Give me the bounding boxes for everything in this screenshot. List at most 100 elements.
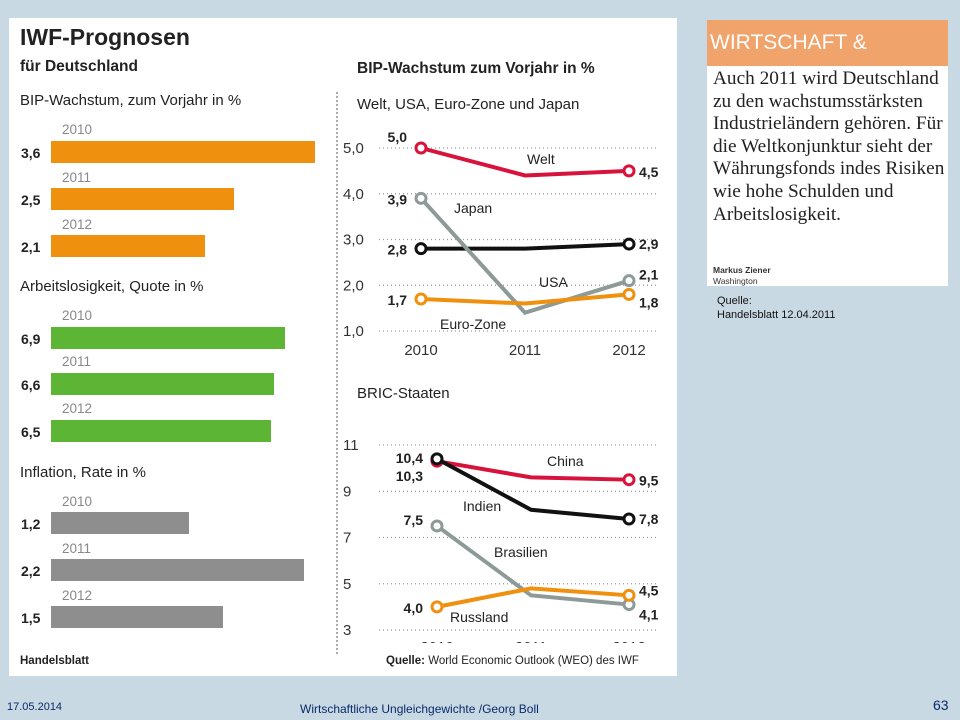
gdp-year-label: 2010 [62,122,93,137]
data-point [622,473,636,487]
series-line [436,586,630,609]
data-point [622,164,636,178]
panel-title: IWF-Prognosen [20,24,190,50]
series-line [419,196,630,315]
data-point [622,588,636,602]
series-line [421,242,630,251]
series-line [436,459,630,482]
slide-footer-title: Wirtschaftliche Ungleichgewichte /Georg … [300,702,539,716]
world-line-chart: 1,0 2,0 3,0 4,0 5,0 2010 2011 2012 5,0 4,5 Welt 2,8… [343,129,659,359]
x-tick-label: 2012 [612,342,645,359]
series-name-label: China [547,453,584,469]
data-label: 10,3 [396,468,423,484]
y-tick-label: 9 [343,483,351,500]
inflation-year-label: 2011 [62,541,92,556]
y-tick-label: 3 [343,622,351,639]
gdp-section-title: BIP-Wachstum, zum Vorjahr in % [20,92,242,109]
line-chart-main-title: BIP-Wachstum zum Vorjahr in % [357,60,595,77]
data-label: 2,1 [639,267,659,283]
bric-chart-title: BRIC-Staaten [357,385,450,402]
inflation-bar-2012 [51,606,224,628]
series-name-label: Brasilien [494,544,548,560]
data-point [430,600,444,614]
data-point [622,512,636,526]
y-tick-label: 4,0 [343,186,364,203]
x-tick-label: 2010 [420,639,453,643]
inflation-year-label: 2012 [62,588,93,603]
data-label: 4,1 [639,607,659,623]
data-point [430,452,444,466]
x-tick-label: 2010 [404,342,437,359]
data-label: 10,4 [396,450,423,466]
bric-line-chart: 3 5 7 9 11 2010 2011 2012 10,3 9,5 China 10,4 7,8 Ind… [343,437,659,643]
source-note-text: Handelsblatt 12.04.2011 [717,309,836,321]
data-point [414,242,428,256]
x-tick-label: 2012 [612,639,645,643]
divider [336,92,338,654]
x-tick-label: 2011 [509,342,541,359]
source-note-label: Quelle: [717,295,752,307]
series-name-label: Euro-Zone [440,316,506,332]
data-label: 4,0 [404,600,424,616]
rubric-label: WIRTSCHAFT & POLITIK [707,20,948,100]
data-label: 7,8 [639,511,659,527]
inflation-bar-2011 [51,559,304,581]
data-label: 4,5 [639,164,659,180]
series-name-label: Japan [454,200,492,216]
data-label: 7,5 [404,512,424,528]
gdp-value-label: 2,1 [21,239,41,255]
line-chart-subtitle: Welt, USA, Euro-Zone und Japan [357,96,580,113]
data-label: 3,9 [388,191,408,207]
unemployment-bar-2010 [51,327,285,349]
unemployment-year-label: 2011 [62,354,92,369]
series-line [436,457,630,521]
y-tick-label: 7 [343,530,351,547]
gdp-year-label: 2012 [62,217,93,232]
y-tick-label: 3,0 [343,232,364,249]
y-tick-label: 5,0 [343,140,364,157]
article-teaser: WIRTSCHAFT & POLITIK Auch 2011 wird Deut… [707,20,948,286]
data-label: 5,0 [388,129,408,145]
gdp-value-label: 3,6 [21,145,41,161]
data-point [622,287,636,301]
x-tick-label: 2011 [515,639,547,643]
data-point [414,141,428,155]
gdp-bar-2011 [51,188,235,210]
series-name-label: USA [539,274,568,290]
unemployment-year-label: 2012 [62,401,93,416]
y-tick-label: 1,0 [343,323,364,340]
inflation-value-label: 1,2 [21,516,41,532]
data-point [414,191,428,205]
series-line [435,524,630,607]
unemployment-section-title: Arbeitslosigkeit, Quote in % [20,278,204,295]
slide-date: 17.05.2014 [7,701,63,713]
gdp-year-label: 2011 [62,170,92,185]
data-label: 1,8 [639,294,659,310]
gdp-bar-2012 [51,235,205,257]
data-point [430,519,444,533]
inflation-bar-2010 [51,512,189,534]
y-tick-label: 5 [343,576,351,593]
series-name-label: Russland [450,609,508,625]
inflation-section-title: Inflation, Rate in % [20,464,146,481]
data-label: 1,7 [388,292,408,308]
unemployment-bar-2011 [51,373,275,395]
article-city: Washington [713,276,758,286]
inflation-value-label: 1,5 [21,610,41,626]
series-name-label: Indien [463,498,501,514]
unemployment-value-label: 6,5 [21,424,41,440]
series-line [420,146,630,178]
unemployment-bar-2012 [51,420,271,442]
data-point [414,292,428,306]
y-tick-label: 2,0 [343,277,364,294]
page-number: 63 [933,697,949,713]
data-label: 4,5 [639,582,659,598]
gdp-bar-2010 [51,141,315,163]
footer-source-left: Handelsblatt [20,655,90,667]
data-label: 9,5 [639,473,659,489]
series-name-label: Welt [527,151,555,167]
gdp-value-label: 2,5 [21,192,41,208]
series-line [420,292,630,306]
panel-subtitle: für Deutschland [20,58,138,75]
inflation-value-label: 2,2 [21,563,41,579]
